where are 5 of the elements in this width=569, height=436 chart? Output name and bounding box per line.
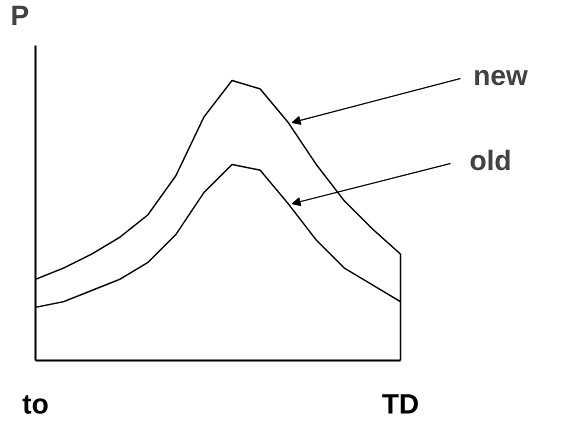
text: old	[470, 145, 512, 176]
x-tick-label: TD	[382, 388, 420, 420]
text: new	[473, 60, 528, 91]
x-tick-label: to	[22, 388, 49, 420]
y-axis-title: P	[10, 0, 30, 31]
